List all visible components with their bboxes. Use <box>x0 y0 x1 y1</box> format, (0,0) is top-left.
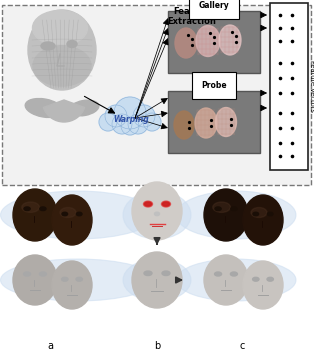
Ellipse shape <box>60 208 76 217</box>
Ellipse shape <box>214 272 222 276</box>
Circle shape <box>112 114 132 134</box>
Ellipse shape <box>204 255 248 305</box>
Ellipse shape <box>25 98 63 118</box>
Ellipse shape <box>195 108 217 138</box>
Ellipse shape <box>1 191 155 239</box>
Ellipse shape <box>230 272 237 276</box>
Text: Warping: Warping <box>113 114 149 123</box>
Circle shape <box>143 113 161 131</box>
FancyBboxPatch shape <box>270 3 308 170</box>
Ellipse shape <box>67 41 77 48</box>
Ellipse shape <box>33 11 88 45</box>
Circle shape <box>121 117 139 135</box>
Ellipse shape <box>13 255 57 305</box>
Ellipse shape <box>132 252 182 308</box>
Ellipse shape <box>52 261 92 309</box>
Text: Feature Vectors: Feature Vectors <box>309 61 314 113</box>
Ellipse shape <box>213 202 230 212</box>
Ellipse shape <box>24 272 30 276</box>
Ellipse shape <box>196 25 220 57</box>
Circle shape <box>105 105 127 127</box>
Ellipse shape <box>76 212 82 216</box>
Ellipse shape <box>243 195 283 245</box>
Ellipse shape <box>267 277 273 281</box>
Ellipse shape <box>52 195 92 245</box>
Ellipse shape <box>231 207 237 211</box>
Ellipse shape <box>175 28 197 58</box>
Ellipse shape <box>251 208 267 217</box>
Ellipse shape <box>215 207 221 211</box>
Ellipse shape <box>1 259 155 301</box>
Ellipse shape <box>39 272 46 276</box>
Ellipse shape <box>163 202 170 206</box>
Ellipse shape <box>123 259 191 301</box>
Ellipse shape <box>219 25 241 55</box>
Ellipse shape <box>174 111 194 139</box>
Ellipse shape <box>41 42 55 50</box>
Ellipse shape <box>62 277 68 281</box>
Ellipse shape <box>28 10 96 90</box>
Ellipse shape <box>22 202 39 212</box>
Text: c: c <box>239 341 245 351</box>
Ellipse shape <box>144 271 152 276</box>
Ellipse shape <box>253 212 259 216</box>
Ellipse shape <box>33 46 91 86</box>
Text: a: a <box>47 341 53 351</box>
Text: Probe: Probe <box>201 81 227 90</box>
Ellipse shape <box>144 202 151 206</box>
Text: Feature
Extraction: Feature Extraction <box>168 7 216 26</box>
FancyBboxPatch shape <box>168 11 260 73</box>
Ellipse shape <box>132 182 182 240</box>
Ellipse shape <box>243 261 283 309</box>
Ellipse shape <box>76 277 82 281</box>
Ellipse shape <box>143 201 153 207</box>
Ellipse shape <box>69 100 99 116</box>
Ellipse shape <box>176 259 296 301</box>
Ellipse shape <box>154 212 160 216</box>
Ellipse shape <box>215 107 236 136</box>
Ellipse shape <box>268 212 273 216</box>
Ellipse shape <box>162 271 170 276</box>
Ellipse shape <box>62 212 68 216</box>
Ellipse shape <box>24 207 30 211</box>
Ellipse shape <box>176 191 296 239</box>
Text: b: b <box>154 341 160 351</box>
Ellipse shape <box>13 189 57 241</box>
Ellipse shape <box>204 189 248 241</box>
Circle shape <box>133 105 155 127</box>
Circle shape <box>128 114 148 134</box>
Ellipse shape <box>40 207 46 211</box>
Ellipse shape <box>252 277 259 281</box>
Circle shape <box>99 113 117 131</box>
Circle shape <box>114 97 146 129</box>
Ellipse shape <box>161 201 171 207</box>
FancyBboxPatch shape <box>168 91 260 153</box>
Wedge shape <box>43 100 85 122</box>
Text: Gallery: Gallery <box>199 1 229 10</box>
FancyBboxPatch shape <box>2 5 311 185</box>
Ellipse shape <box>123 191 191 239</box>
